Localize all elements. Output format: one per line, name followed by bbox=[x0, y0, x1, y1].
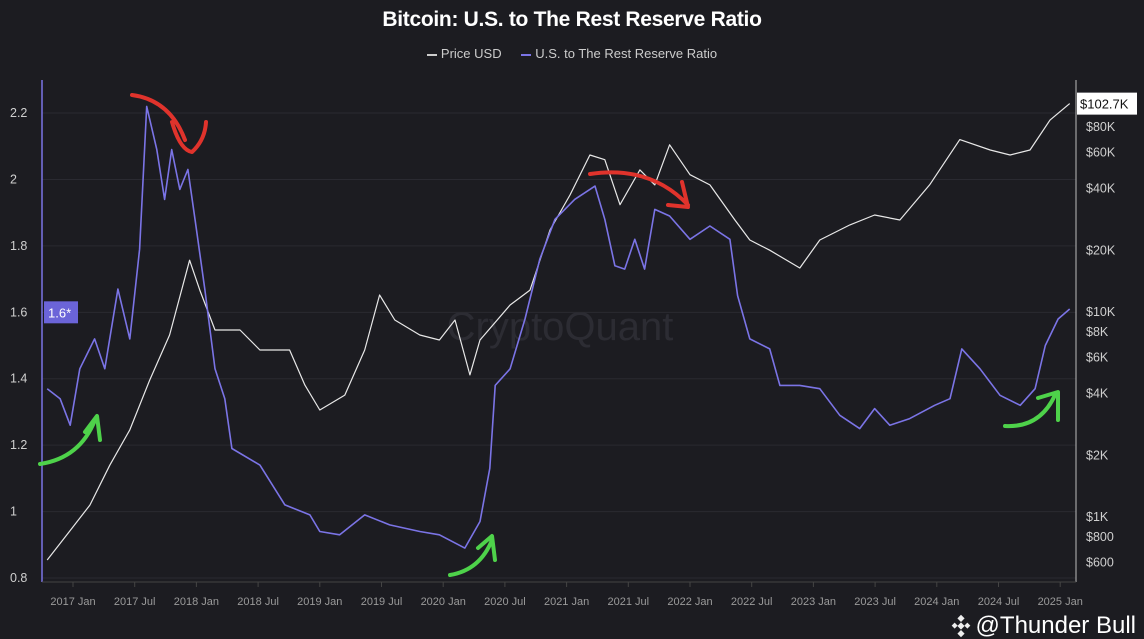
x-tick-label: 2024 Jul bbox=[978, 596, 1020, 608]
watermark-text: CryptoQuant bbox=[447, 305, 674, 349]
x-tick-label: 2025 Jan bbox=[1038, 596, 1083, 608]
green-arrow-icon bbox=[38, 414, 102, 466]
left-tick-label: 2.2 bbox=[10, 106, 27, 120]
legend-label-price: Price USD bbox=[440, 46, 502, 61]
x-tick-label: 2021 Jul bbox=[608, 596, 650, 608]
right-tick-label: $80K bbox=[1086, 120, 1116, 134]
left-tick-label: 1.2 bbox=[10, 438, 27, 452]
right-tick-label: $8K bbox=[1086, 325, 1109, 339]
handle-text: @Thunder Bull bbox=[975, 612, 1136, 639]
x-tick-label: 2020 Jan bbox=[421, 596, 466, 608]
x-tick-label: 2017 Jul bbox=[114, 596, 156, 608]
x-tick-label: 2018 Jul bbox=[237, 596, 279, 608]
x-tick-label: 2021 Jan bbox=[544, 596, 589, 608]
legend-label-ratio: U.S. to The Rest Reserve Ratio bbox=[535, 46, 718, 61]
right-tick-label: $4K bbox=[1086, 387, 1109, 401]
author-handle: @Thunder Bull bbox=[950, 614, 1136, 638]
right-tick-label: $1K bbox=[1086, 510, 1109, 524]
ratio-last-value-badge bbox=[44, 301, 78, 324]
left-tick-label: 0.8 bbox=[10, 571, 27, 585]
green-arrow-icon bbox=[1003, 390, 1060, 429]
legend-item-ratio[interactable]: U.S. to The Rest Reserve Ratio bbox=[521, 46, 717, 61]
right-tick-label: $600 bbox=[1086, 555, 1114, 569]
x-tick-label: 2024 Jan bbox=[914, 596, 959, 608]
legend: Price USD U.S. to The Rest Reserve Ratio bbox=[0, 46, 1144, 61]
left-tick-label: 1.8 bbox=[10, 239, 27, 253]
x-tick-label: 2022 Jan bbox=[667, 596, 712, 608]
x-tick-label: 2017 Jan bbox=[50, 596, 95, 608]
right-tick-label: $10K bbox=[1086, 305, 1116, 319]
price-last-value-label: $102.7K bbox=[1080, 97, 1129, 112]
right-tick-label: $2K bbox=[1086, 448, 1109, 462]
right-tick-label: $6K bbox=[1086, 350, 1109, 364]
right-tick-label: $800 bbox=[1086, 530, 1114, 544]
ratio-line bbox=[46, 105, 1071, 549]
legend-swatch-price bbox=[426, 53, 437, 56]
price-last-value-badge bbox=[1077, 92, 1137, 115]
x-tick-label: 2018 Jan bbox=[174, 596, 219, 608]
x-tick-label: 2023 Jan bbox=[791, 596, 836, 608]
x-tick-label: 2020 Jul bbox=[484, 596, 526, 608]
right-tick-label: $40K bbox=[1086, 182, 1116, 196]
right-tick-label: $60K bbox=[1086, 145, 1116, 159]
x-tick-label: 2019 Jan bbox=[297, 596, 342, 608]
x-tick-label: 2019 Jul bbox=[361, 596, 403, 608]
green-arrow-icon bbox=[448, 534, 497, 577]
legend-swatch-ratio bbox=[521, 53, 532, 56]
price-line bbox=[46, 103, 1071, 561]
x-tick-label: 2022 Jul bbox=[731, 596, 773, 608]
x-tick-label: 2023 Jul bbox=[854, 596, 896, 608]
red-arrow-icon bbox=[130, 93, 208, 154]
ratio-last-value-label: 1.6* bbox=[48, 305, 71, 320]
left-tick-label: 1 bbox=[10, 505, 17, 519]
binance-logo-icon bbox=[951, 614, 970, 638]
left-tick-label: 1.6 bbox=[10, 305, 27, 319]
left-tick-label: 1.4 bbox=[10, 372, 27, 386]
red-arrow-icon bbox=[588, 170, 690, 209]
left-tick-label: 2 bbox=[10, 172, 17, 186]
legend-item-price[interactable]: Price USD bbox=[426, 46, 502, 61]
chart-title: Bitcoin: U.S. to The Rest Reserve Ratio bbox=[382, 8, 762, 31]
right-tick-label: $20K bbox=[1086, 243, 1116, 257]
